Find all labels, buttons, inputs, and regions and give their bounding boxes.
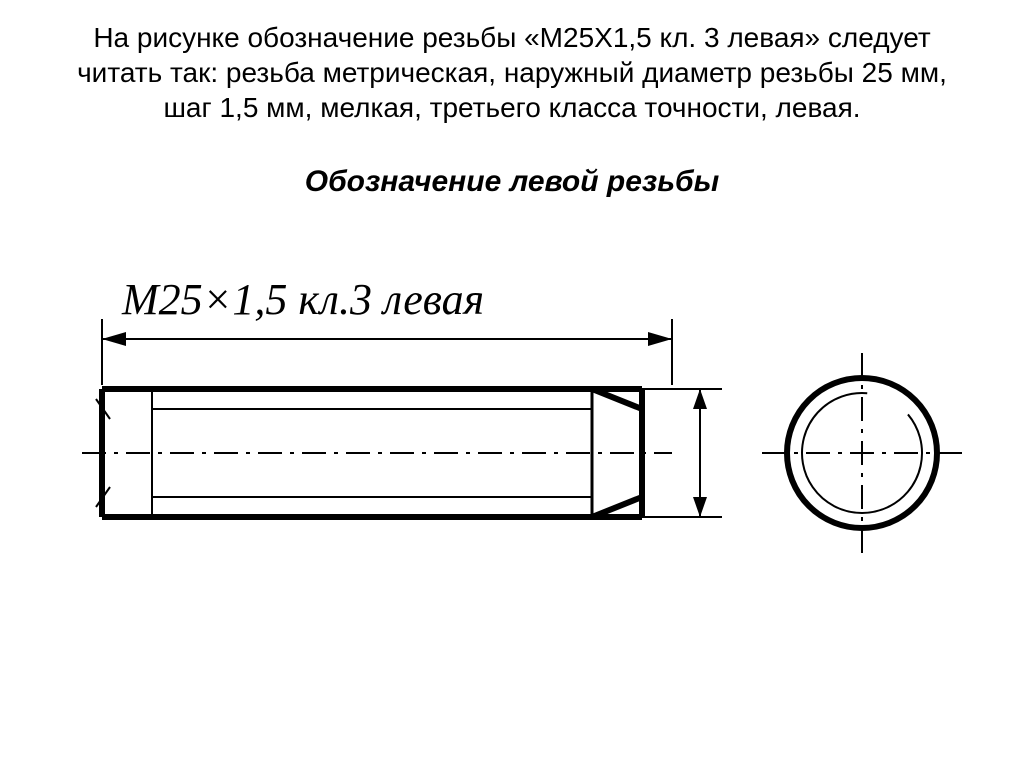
thread-diagram: М25×1,5 кл.3 левая — [62, 229, 962, 599]
dimension-label: М25×1,5 кл.3 левая — [121, 275, 484, 324]
intro-text: На рисунке обозначение резьбы «М25Х1,5 к… — [50, 20, 974, 125]
subtitle: Обозначение левой резьбы — [40, 165, 984, 199]
